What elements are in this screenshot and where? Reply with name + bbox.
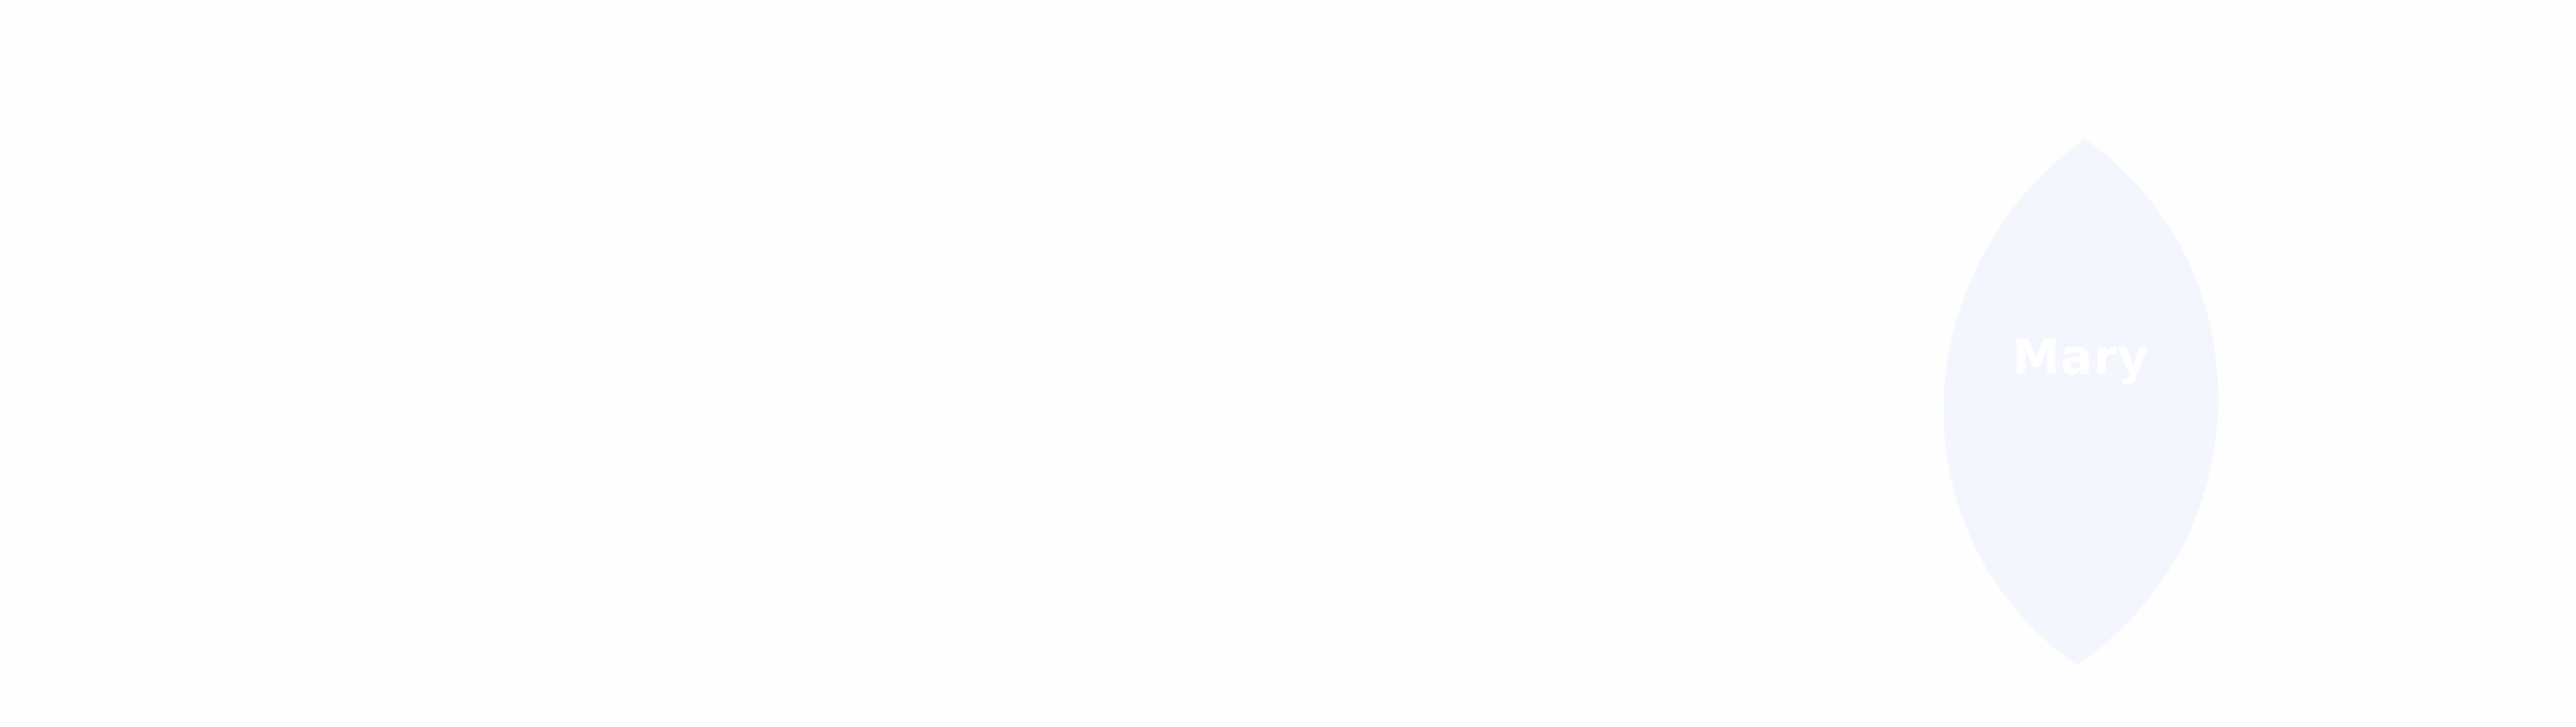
venn-intersection-region [1943, 139, 2219, 665]
intersection-label: Mary [2012, 330, 2149, 386]
